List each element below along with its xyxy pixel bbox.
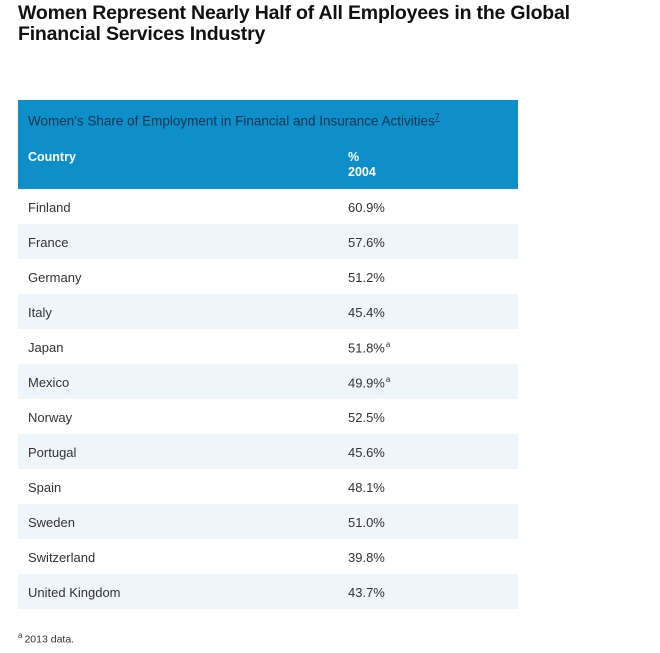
table-caption-text: Women's Share of Employment in Financial… bbox=[28, 113, 435, 129]
percent-value: 45.6% bbox=[348, 445, 385, 460]
percent-cell: 45.6% bbox=[348, 445, 385, 460]
table-header: Women's Share of Employment in Financial… bbox=[18, 100, 518, 189]
table-row: Italy 45.4% bbox=[18, 294, 518, 329]
percent-cell: 57.6% bbox=[348, 235, 385, 250]
country-cell: Mexico bbox=[28, 375, 70, 390]
percent-value: 57.6% bbox=[348, 235, 385, 250]
column-header-percent: % 2004 bbox=[348, 150, 376, 180]
footnote-marker: a bbox=[385, 340, 391, 349]
percent-value: 45.4% bbox=[348, 305, 385, 320]
percent-cell: 43.7% bbox=[348, 585, 385, 600]
country-cell: Italy bbox=[28, 305, 52, 320]
percent-value: 51.0% bbox=[348, 515, 385, 530]
percent-value: 60.9% bbox=[348, 200, 385, 215]
footnote-marker: a bbox=[385, 375, 391, 384]
percent-value: 52.5% bbox=[348, 410, 385, 425]
percent-cell: 60.9% bbox=[348, 200, 385, 215]
country-cell: Spain bbox=[28, 480, 62, 495]
country-cell: France bbox=[28, 235, 69, 250]
country-cell: Sweden bbox=[28, 515, 75, 530]
caption-reference-link[interactable]: 7 bbox=[434, 112, 440, 122]
percent-cell: 51.8%a bbox=[348, 340, 390, 355]
table-row: Portugal 45.6% bbox=[18, 434, 518, 469]
percent-value: 51.2% bbox=[348, 270, 385, 285]
percent-cell: 51.2% bbox=[348, 270, 385, 285]
percent-cell: 45.4% bbox=[348, 305, 385, 320]
table-row: Spain 48.1% bbox=[18, 469, 518, 504]
country-cell: Germany bbox=[28, 270, 82, 285]
employment-table: Women's Share of Employment in Financial… bbox=[18, 100, 518, 609]
percent-cell: 39.8% bbox=[348, 550, 385, 565]
table-row: Norway 52.5% bbox=[18, 399, 518, 434]
page-title: Women Represent Nearly Half of All Emplo… bbox=[18, 2, 570, 45]
percent-value: 39.8% bbox=[348, 550, 385, 565]
column-header-year: 2004 bbox=[348, 165, 376, 179]
country-cell: Portugal bbox=[28, 445, 77, 460]
percent-value: 43.7% bbox=[348, 585, 385, 600]
column-header-percent-symbol: % bbox=[348, 150, 360, 164]
table-row: France 57.6% bbox=[18, 224, 518, 259]
percent-value: 48.1% bbox=[348, 480, 385, 495]
percent-value: 49.9% bbox=[348, 375, 385, 391]
table-row: Finland 60.9% bbox=[18, 189, 518, 224]
country-cell: Switzerland bbox=[28, 550, 96, 565]
table-row: Sweden 51.0% bbox=[18, 504, 518, 539]
table-caption: Women's Share of Employment in Financial… bbox=[28, 112, 440, 129]
table-row: Germany 51.2% bbox=[18, 259, 518, 294]
table-row: Mexico 49.9%a bbox=[18, 364, 518, 399]
percent-value: 51.8% bbox=[348, 340, 385, 356]
country-cell: Japan bbox=[28, 340, 64, 355]
table-row: Switzerland 39.8% bbox=[18, 539, 518, 574]
country-cell: Norway bbox=[28, 410, 73, 425]
table-row: Japan 51.8%a bbox=[18, 329, 518, 364]
percent-cell: 51.0% bbox=[348, 515, 385, 530]
percent-cell: 48.1% bbox=[348, 480, 385, 495]
country-cell: Finland bbox=[28, 200, 71, 215]
footnote-marker: a bbox=[18, 631, 23, 640]
footnote: a 2013 data. bbox=[18, 631, 74, 646]
footnote-text: 2013 data. bbox=[24, 633, 75, 646]
percent-cell: 49.9%a bbox=[348, 375, 390, 390]
country-cell: United Kingdom bbox=[28, 585, 121, 600]
percent-cell: 52.5% bbox=[348, 410, 385, 425]
table-row: United Kingdom 43.7% bbox=[18, 574, 518, 609]
column-header-country: Country bbox=[28, 150, 76, 164]
